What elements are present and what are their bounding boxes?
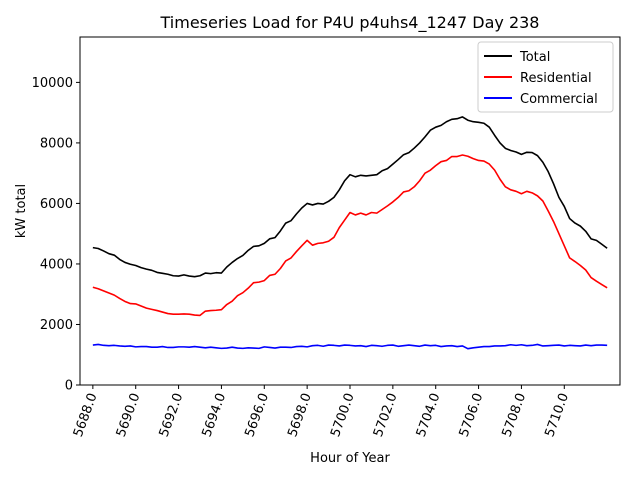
- series-line-commercial: [92, 343, 608, 350]
- legend: Total Residential Commercial: [477, 41, 614, 113]
- legend-label-total: Total: [519, 50, 550, 65]
- series-line-residential: [92, 154, 608, 317]
- series-line-total: [92, 116, 608, 278]
- y-tick-label: 8000: [40, 136, 73, 151]
- y-tick-label: 10000: [32, 76, 73, 91]
- legend-box: [477, 41, 614, 113]
- y-tick-label: 6000: [40, 197, 73, 212]
- legend-label-residential: Residential: [520, 71, 592, 86]
- legend-label-commercial: Commercial: [520, 92, 598, 107]
- x-axis-label: Hour of Year: [310, 451, 390, 466]
- y-tick-label: 2000: [40, 318, 73, 333]
- y-tick-label: 4000: [40, 257, 73, 272]
- y-axis-label: kW total: [14, 184, 29, 238]
- y-tick-label: 0: [65, 379, 73, 394]
- series-layer: [92, 116, 608, 350]
- y-axis: 0 2000 4000 6000 8000 10000: [32, 76, 80, 394]
- chart-title: Timeseries Load for P4U p4uhs4_1247 Day …: [160, 13, 540, 33]
